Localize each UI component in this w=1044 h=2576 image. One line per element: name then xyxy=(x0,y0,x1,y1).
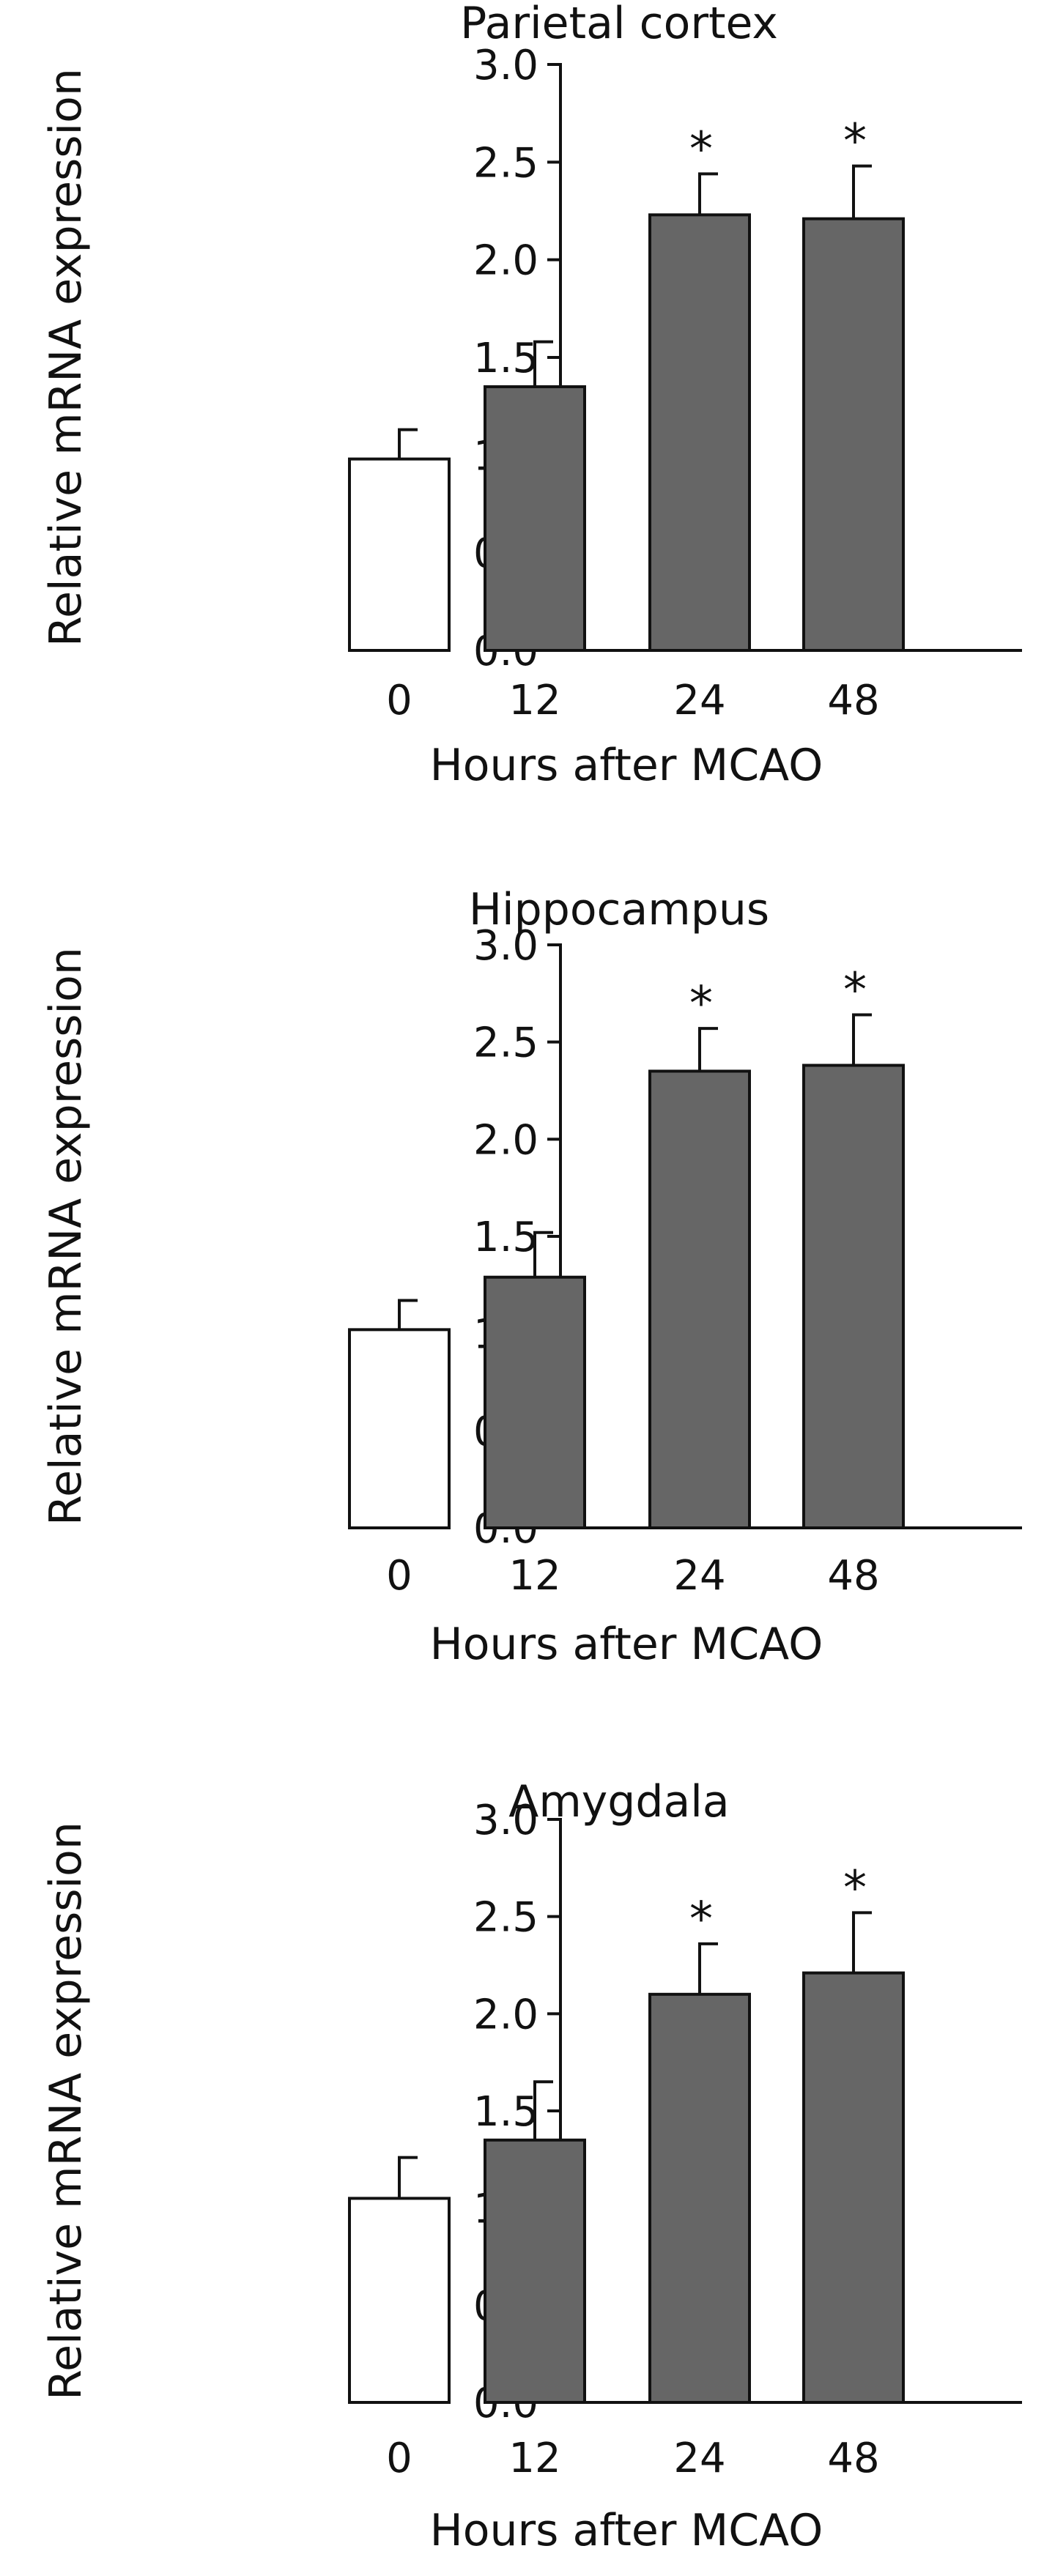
x-tick-label: 24 xyxy=(673,677,725,724)
chart-title: Hippocampus xyxy=(469,884,769,935)
bar xyxy=(348,457,451,653)
x-tick-label: 0 xyxy=(386,1552,412,1600)
significance-marker: * xyxy=(689,122,713,177)
bar xyxy=(484,1275,586,1529)
significance-marker: * xyxy=(843,115,867,169)
bar xyxy=(648,213,751,653)
bar xyxy=(648,1992,751,2405)
x-tick-label: 24 xyxy=(673,2435,725,2482)
bar xyxy=(348,1328,451,1529)
y-tick-label: 2.0 xyxy=(473,1116,538,1164)
bar xyxy=(802,1064,905,1530)
bar xyxy=(802,1971,905,2404)
x-axis-label: Hours after MCAO xyxy=(430,2505,823,2556)
y-tick-label: 1.5 xyxy=(473,335,538,382)
bar xyxy=(484,2138,586,2405)
y-tick-label: 1.5 xyxy=(473,1214,538,1261)
x-tick-label: 12 xyxy=(508,1552,560,1600)
significance-marker: * xyxy=(689,1893,713,1947)
y-tick-label: 2.0 xyxy=(473,237,538,285)
x-tick-label: 12 xyxy=(508,677,560,724)
bar xyxy=(484,385,586,652)
y-tick-label: 3.0 xyxy=(473,1797,538,1844)
chart-panel-0: Parietal cortex0.00.51.01.52.02.53.0Rela… xyxy=(40,0,1022,791)
bar xyxy=(348,2197,451,2404)
significance-marker: * xyxy=(689,977,713,1031)
chart-title: Parietal cortex xyxy=(460,0,778,49)
significance-marker: * xyxy=(843,964,867,1018)
chart-panel-1: Hippocampus0.00.51.01.52.02.53.0Relative… xyxy=(40,884,1022,1670)
y-axis-label: Relative mRNA expression xyxy=(40,947,92,1526)
y-tick-label: 3.0 xyxy=(473,922,538,970)
x-tick-label: 0 xyxy=(386,2435,412,2482)
x-tick-label: 24 xyxy=(673,1552,725,1600)
y-tick-label: 2.5 xyxy=(473,139,538,187)
x-tick-label: 12 xyxy=(508,2435,560,2482)
chart-title: Amygdala xyxy=(508,1776,729,1827)
bar xyxy=(648,1069,751,1529)
x-tick-label: 0 xyxy=(386,677,412,724)
y-tick-label: 2.5 xyxy=(473,1020,538,1067)
y-tick-label: 2.5 xyxy=(473,1894,538,1942)
x-axis-label: Hours after MCAO xyxy=(430,740,823,791)
y-axis-label: Relative mRNA expression xyxy=(40,1822,92,2400)
y-tick-label: 1.5 xyxy=(473,2088,538,2136)
y-axis-label: Relative mRNA expression xyxy=(40,68,92,647)
y-tick-label: 2.0 xyxy=(473,1991,538,2038)
x-tick-label: 48 xyxy=(827,677,879,724)
x-tick-label: 48 xyxy=(827,1552,879,1600)
x-tick-label: 48 xyxy=(827,2435,879,2482)
bar xyxy=(802,217,905,652)
y-tick-label: 3.0 xyxy=(473,42,538,89)
significance-marker: * xyxy=(843,1861,867,1915)
x-axis-label: Hours after MCAO xyxy=(430,1619,823,1670)
